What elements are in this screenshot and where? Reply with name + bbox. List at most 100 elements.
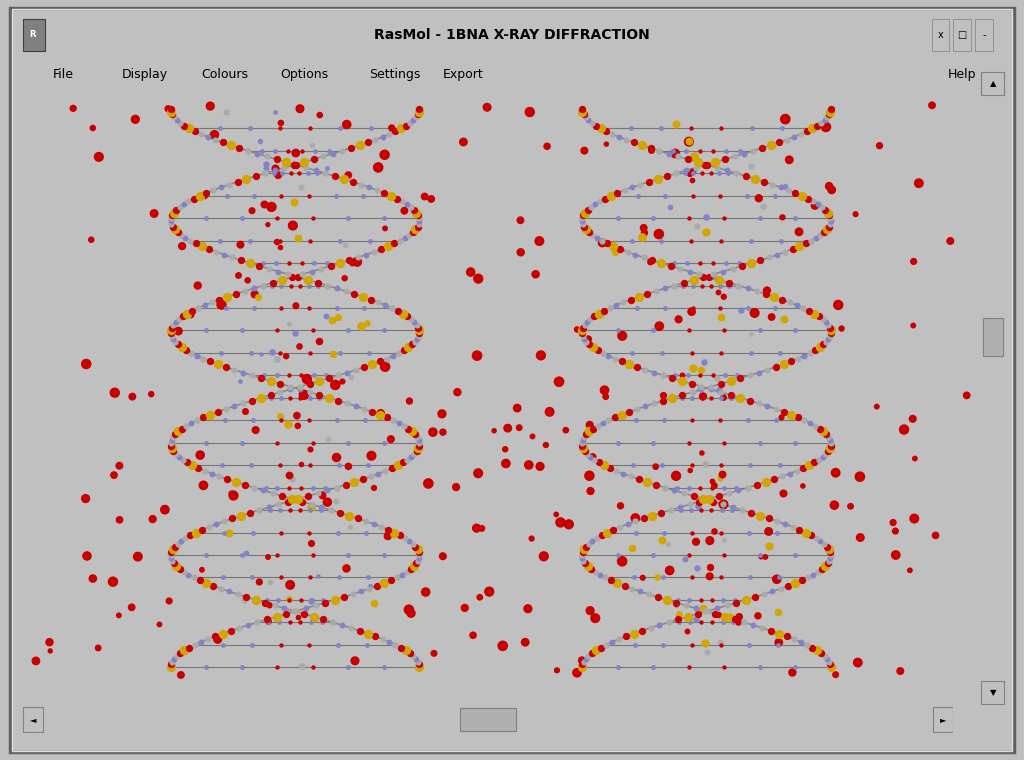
Point bbox=[811, 423, 827, 435]
Point bbox=[692, 257, 709, 269]
Point bbox=[603, 190, 620, 202]
Point bbox=[574, 212, 591, 224]
Point bbox=[725, 616, 741, 629]
Point bbox=[340, 661, 356, 673]
Point bbox=[573, 661, 590, 673]
Point bbox=[728, 597, 744, 609]
Point bbox=[698, 226, 715, 239]
Point bbox=[693, 616, 710, 629]
Point bbox=[616, 580, 633, 592]
Point bbox=[809, 644, 825, 657]
Point bbox=[194, 240, 210, 252]
Point bbox=[766, 473, 782, 486]
Point bbox=[768, 414, 784, 426]
Point bbox=[818, 336, 835, 348]
Point bbox=[301, 391, 317, 404]
Point bbox=[144, 513, 161, 525]
Point bbox=[693, 504, 710, 516]
Point bbox=[682, 168, 698, 180]
Point bbox=[244, 394, 260, 407]
Point bbox=[171, 313, 187, 325]
Point bbox=[226, 401, 243, 413]
Point bbox=[662, 565, 678, 577]
Point bbox=[318, 484, 335, 496]
Point bbox=[343, 142, 359, 154]
Point bbox=[603, 190, 620, 202]
Point bbox=[626, 136, 642, 148]
Point bbox=[630, 190, 646, 202]
Point bbox=[617, 134, 634, 146]
Point bbox=[495, 640, 511, 652]
Point bbox=[799, 638, 815, 651]
Point bbox=[705, 369, 721, 382]
Point bbox=[328, 190, 344, 202]
Point bbox=[301, 527, 317, 539]
Point bbox=[575, 555, 592, 567]
Point bbox=[329, 302, 345, 314]
Point bbox=[850, 657, 866, 669]
Point bbox=[701, 534, 718, 546]
Point bbox=[645, 549, 662, 561]
Point bbox=[303, 616, 319, 629]
Point bbox=[775, 486, 792, 499]
Point bbox=[743, 257, 760, 269]
Point bbox=[598, 125, 614, 138]
Point bbox=[573, 437, 590, 449]
Point bbox=[693, 447, 710, 459]
Point bbox=[604, 128, 621, 140]
Point bbox=[910, 177, 927, 189]
Point bbox=[582, 313, 598, 325]
Point bbox=[302, 347, 318, 359]
Point bbox=[711, 274, 727, 286]
Point bbox=[573, 103, 590, 115]
Point bbox=[693, 383, 710, 395]
Point bbox=[316, 482, 333, 494]
Point bbox=[366, 518, 382, 530]
Point bbox=[377, 361, 393, 373]
Point bbox=[605, 240, 622, 252]
Point bbox=[165, 431, 181, 443]
Point bbox=[578, 111, 594, 123]
Point bbox=[574, 321, 591, 334]
Point bbox=[801, 459, 817, 471]
Point bbox=[695, 356, 712, 368]
Point bbox=[819, 111, 836, 123]
Point bbox=[318, 280, 335, 292]
Point bbox=[375, 131, 391, 143]
Text: Help: Help bbox=[947, 68, 976, 81]
Point bbox=[759, 284, 775, 296]
Point bbox=[330, 369, 346, 382]
Point bbox=[741, 369, 758, 382]
Text: Export: Export bbox=[443, 68, 483, 81]
Point bbox=[775, 358, 792, 370]
Point bbox=[175, 565, 191, 578]
Point bbox=[787, 187, 804, 199]
Point bbox=[463, 266, 479, 278]
Point bbox=[216, 249, 232, 261]
Point bbox=[629, 403, 645, 415]
Point bbox=[749, 479, 765, 491]
Point bbox=[753, 551, 769, 563]
Point bbox=[351, 139, 368, 151]
Point bbox=[756, 588, 772, 600]
Point bbox=[334, 144, 350, 157]
Point bbox=[552, 516, 568, 528]
Point bbox=[240, 274, 256, 287]
Point bbox=[402, 201, 419, 213]
Point bbox=[412, 549, 428, 561]
Point bbox=[246, 482, 262, 494]
Point bbox=[318, 280, 335, 292]
Point bbox=[771, 459, 787, 471]
Point bbox=[355, 190, 372, 202]
Point bbox=[321, 391, 337, 404]
Point bbox=[272, 410, 289, 422]
Point bbox=[677, 553, 693, 565]
Point bbox=[523, 533, 540, 545]
Point bbox=[305, 610, 322, 622]
Point bbox=[268, 369, 285, 382]
Point bbox=[813, 647, 829, 659]
Point bbox=[260, 551, 276, 563]
Point bbox=[169, 650, 185, 662]
Point bbox=[185, 572, 202, 584]
Point bbox=[204, 467, 220, 480]
